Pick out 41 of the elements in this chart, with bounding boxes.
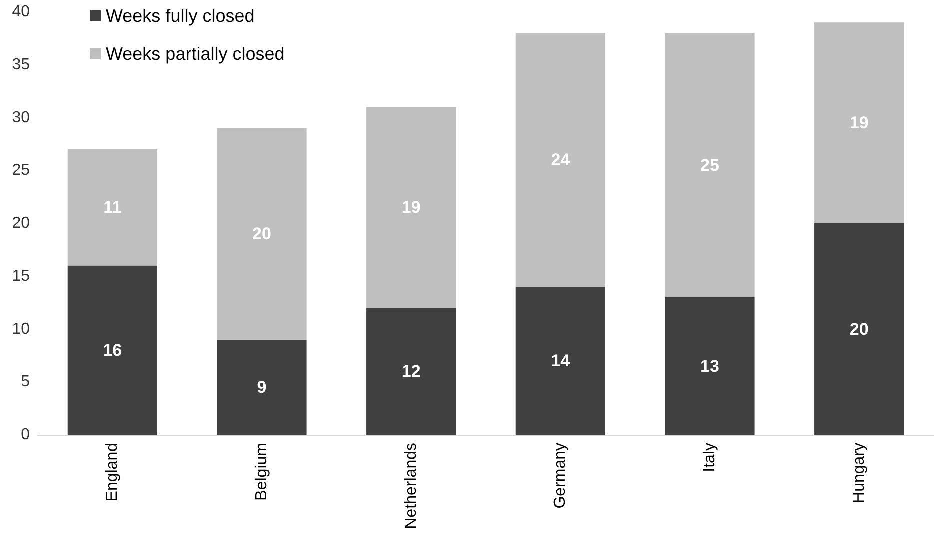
data-label: 14 xyxy=(551,351,571,370)
x-tick-label: Italy xyxy=(702,443,718,472)
y-tick-label: 30 xyxy=(12,109,30,126)
legend-label: Weeks partially closed xyxy=(106,44,285,64)
bar xyxy=(217,340,307,435)
x-tick-label: Belgium xyxy=(254,443,270,501)
bar xyxy=(814,224,904,435)
y-tick-label: 15 xyxy=(12,268,30,285)
bar xyxy=(68,149,158,266)
data-label: 25 xyxy=(700,156,720,175)
y-tick-label: 10 xyxy=(12,320,30,338)
y-tick-label: 40 xyxy=(12,4,30,20)
bar xyxy=(366,308,456,435)
data-label: 13 xyxy=(700,356,720,376)
y-tick-label: 5 xyxy=(21,374,30,391)
bar xyxy=(366,107,456,308)
y-tick-label: 25 xyxy=(12,162,30,180)
bar xyxy=(68,266,158,435)
data-label: 12 xyxy=(402,362,421,382)
data-label: 19 xyxy=(850,114,869,133)
bar xyxy=(665,33,755,298)
data-label: 16 xyxy=(103,340,122,360)
data-label: 19 xyxy=(402,198,421,218)
legend-label: Weeks fully closed xyxy=(106,6,255,26)
x-tick-label: England xyxy=(104,443,122,502)
bar xyxy=(814,22,904,224)
y-tick-label: 35 xyxy=(12,56,30,74)
x-tick-label: Germany xyxy=(552,443,570,509)
x-tick-label: Netherlands xyxy=(402,443,420,530)
data-label: 11 xyxy=(104,198,122,218)
data-label: 9 xyxy=(257,378,267,397)
x-tick-label: Hungary xyxy=(850,443,868,504)
y-tick-label: 20 xyxy=(12,215,30,232)
bar xyxy=(516,33,606,287)
data-label: 20 xyxy=(252,224,272,244)
bar xyxy=(665,298,755,435)
bar xyxy=(516,286,606,435)
data-label: 20 xyxy=(850,320,869,339)
y-tick-label: 0 xyxy=(21,426,30,444)
bar xyxy=(217,128,307,340)
data-label: 24 xyxy=(551,150,571,170)
